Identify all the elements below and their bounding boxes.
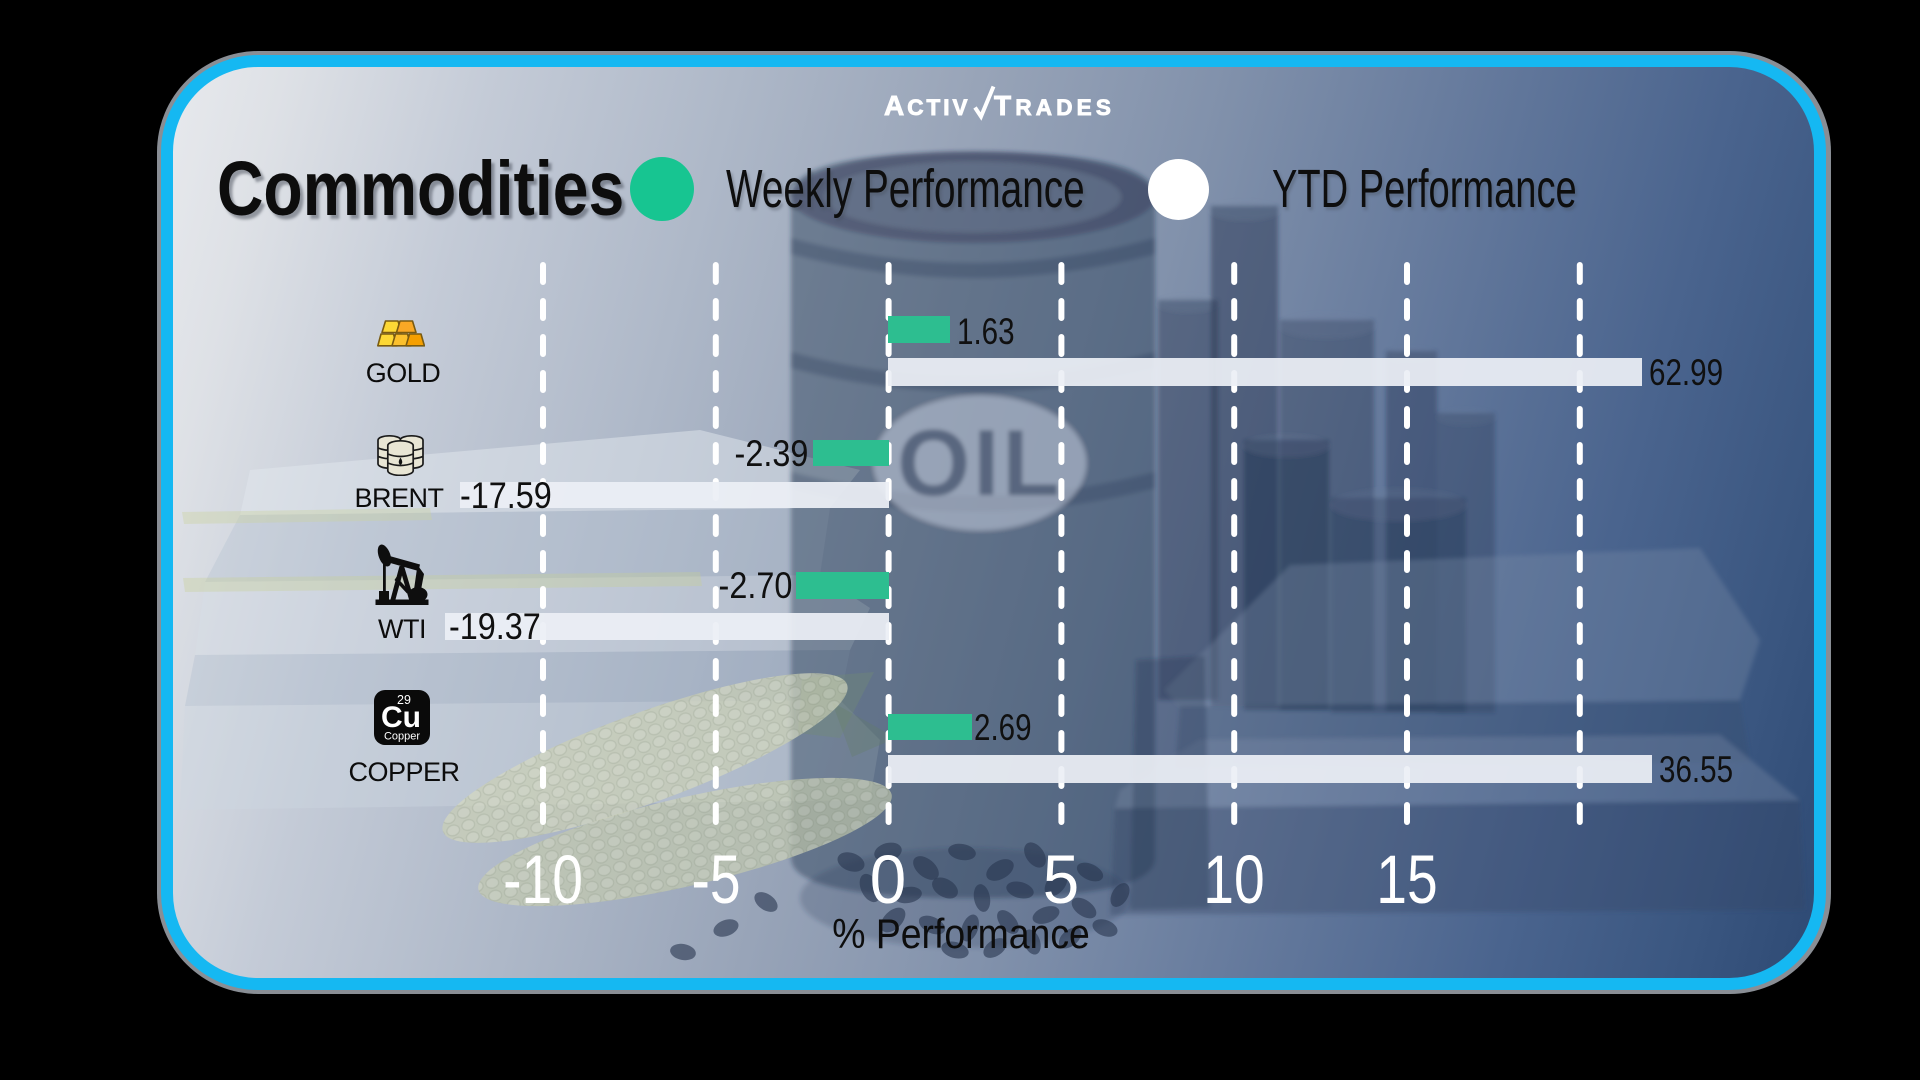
svg-text:29: 29 [397, 693, 411, 707]
svg-text:Cu: Cu [381, 701, 421, 734]
svg-text:Copper: Copper [384, 731, 420, 743]
svg-text:TRADES: TRADES [994, 90, 1115, 121]
svg-text:OIL: OIL [897, 410, 1063, 515]
svg-text:ACTIV: ACTIV [884, 90, 971, 121]
